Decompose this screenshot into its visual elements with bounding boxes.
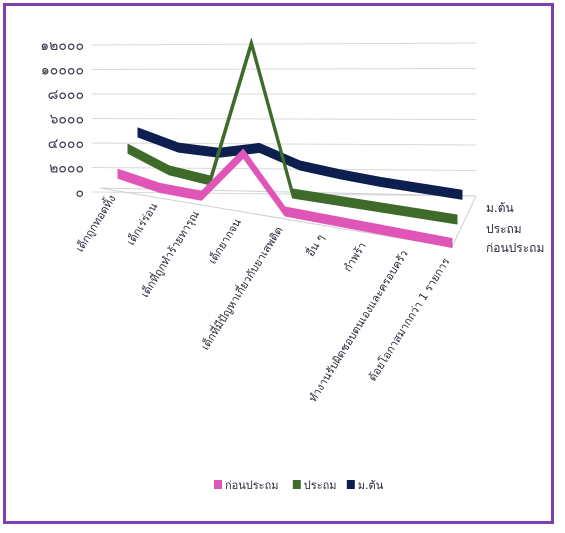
gridline	[91, 118, 477, 120]
floor-front-edge	[99, 187, 453, 248]
chart-labels: ๑๒๐๐๐๑๐๐๐๐๘๐๐๐๖๐๐๐๔๐๐๐๒๐๐๐๐เด็กถูกทอดทิ้…	[40, 38, 544, 404]
gridline	[91, 142, 477, 146]
x-category-label: เด็กถูกทอดทิ้ง	[72, 192, 119, 255]
x-category-label: เด็กเร่ร่อน	[123, 200, 160, 248]
y-tick-label: ๒๐๐๐	[49, 161, 84, 177]
legend-label: ประถม	[304, 479, 337, 492]
y-tick-label: ๘๐๐๐	[48, 87, 84, 103]
legend-swatch	[214, 480, 222, 489]
series-line-1	[117, 148, 453, 248]
y-tick-label: ๔๐๐๐	[48, 136, 84, 152]
x-category-label: กำพร้า	[341, 240, 369, 274]
x-category-label: ด้อยโอกาสมากกว่า 1 รายการ	[365, 255, 453, 383]
legend-label: ม.ต้น	[358, 479, 384, 492]
x-category-label: เด็กที่มีปัญหาเกี่ยวกับยาเสพติด	[197, 223, 286, 352]
x-category-label: เด็กยากจน	[205, 215, 244, 266]
x-category-label: ทำงานรับผิดชอบตนเองและครอบครัว	[306, 248, 411, 405]
chart-gridlines	[91, 42, 477, 197]
legend-label: ก่อนประถม	[225, 479, 279, 492]
series-axis-label: ประถม	[486, 222, 522, 236]
chart-series	[117, 38, 463, 248]
floor-right-edge	[451, 195, 477, 248]
chart-frame	[3, 3, 554, 524]
gridline	[91, 42, 477, 46]
series-axis-label: ม.ต้น	[486, 201, 514, 215]
y-tick-label: ๖๐๐๐	[49, 112, 84, 128]
x-category-label: อื่น ๆ	[302, 231, 327, 259]
series-axis-label: ก่อนประถม	[486, 241, 544, 255]
gridline	[91, 68, 477, 70]
y-tick-label: ๑๒๐๐๐	[40, 38, 84, 54]
legend-swatch	[346, 480, 355, 489]
y-tick-label: ๑๐๐๐๐	[41, 63, 84, 79]
gridline	[91, 191, 477, 197]
chart-legend: ก่อนประถม ประถม ม.ต้น	[214, 479, 384, 492]
y-tick-label: ๐	[75, 185, 84, 201]
legend-swatch	[292, 480, 301, 489]
